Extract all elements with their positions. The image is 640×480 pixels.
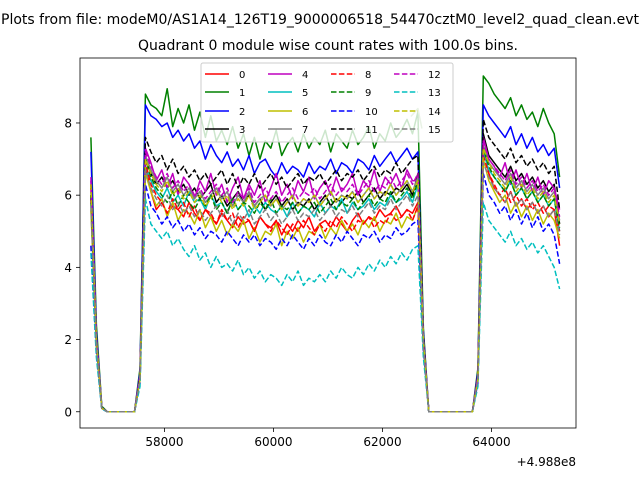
x-tick-label: 60000	[254, 435, 292, 449]
series-line-13	[90, 198, 561, 413]
legend-label-14: 14	[428, 107, 441, 118]
x-offset-label: +4.988e8	[517, 455, 576, 469]
legend-label-10: 10	[365, 107, 378, 118]
chart-title: Quadrant 0 module wise count rates with …	[138, 38, 518, 54]
legend-label-7: 7	[302, 125, 308, 136]
y-tick-label: 8	[64, 116, 72, 130]
figure-suptitle: Plots from file: modeM0/AS1A14_126T19_90…	[1, 12, 639, 28]
legend-label-8: 8	[365, 70, 371, 81]
legend-label-13: 13	[428, 88, 441, 99]
y-axis: 0 2 4 6 8	[64, 116, 80, 419]
y-tick-label: 4	[64, 261, 72, 275]
x-tick-label: 58000	[145, 435, 183, 449]
series-line-15	[90, 161, 561, 413]
legend-label-15: 15	[428, 125, 441, 136]
x-tick-label: 62000	[363, 435, 401, 449]
legend-box	[200, 62, 454, 143]
legend-label-2: 2	[239, 107, 245, 118]
series-layer	[90, 75, 561, 413]
x-axis: 58000 60000 62000 64000	[145, 428, 511, 449]
legend-label-1: 1	[239, 88, 245, 99]
legend-label-6: 6	[302, 107, 308, 118]
legend-label-0: 0	[239, 70, 245, 81]
y-tick-label: 6	[64, 189, 72, 203]
plot-area: 58000 60000 62000 64000 0 2 4 6 8 +4.988e8	[64, 57, 577, 469]
legend-label-3: 3	[239, 125, 245, 136]
x-tick-label: 64000	[472, 435, 510, 449]
legend-label-11: 11	[365, 125, 378, 136]
legend-label-4: 4	[302, 70, 308, 81]
axes-frame	[79, 57, 577, 429]
series-line-9	[90, 147, 561, 413]
legend-label-12: 12	[428, 70, 441, 81]
legend-label-5: 5	[302, 88, 308, 99]
legend-label-9: 9	[365, 88, 371, 99]
y-tick-label: 2	[64, 333, 72, 347]
y-tick-label: 0	[64, 405, 72, 419]
